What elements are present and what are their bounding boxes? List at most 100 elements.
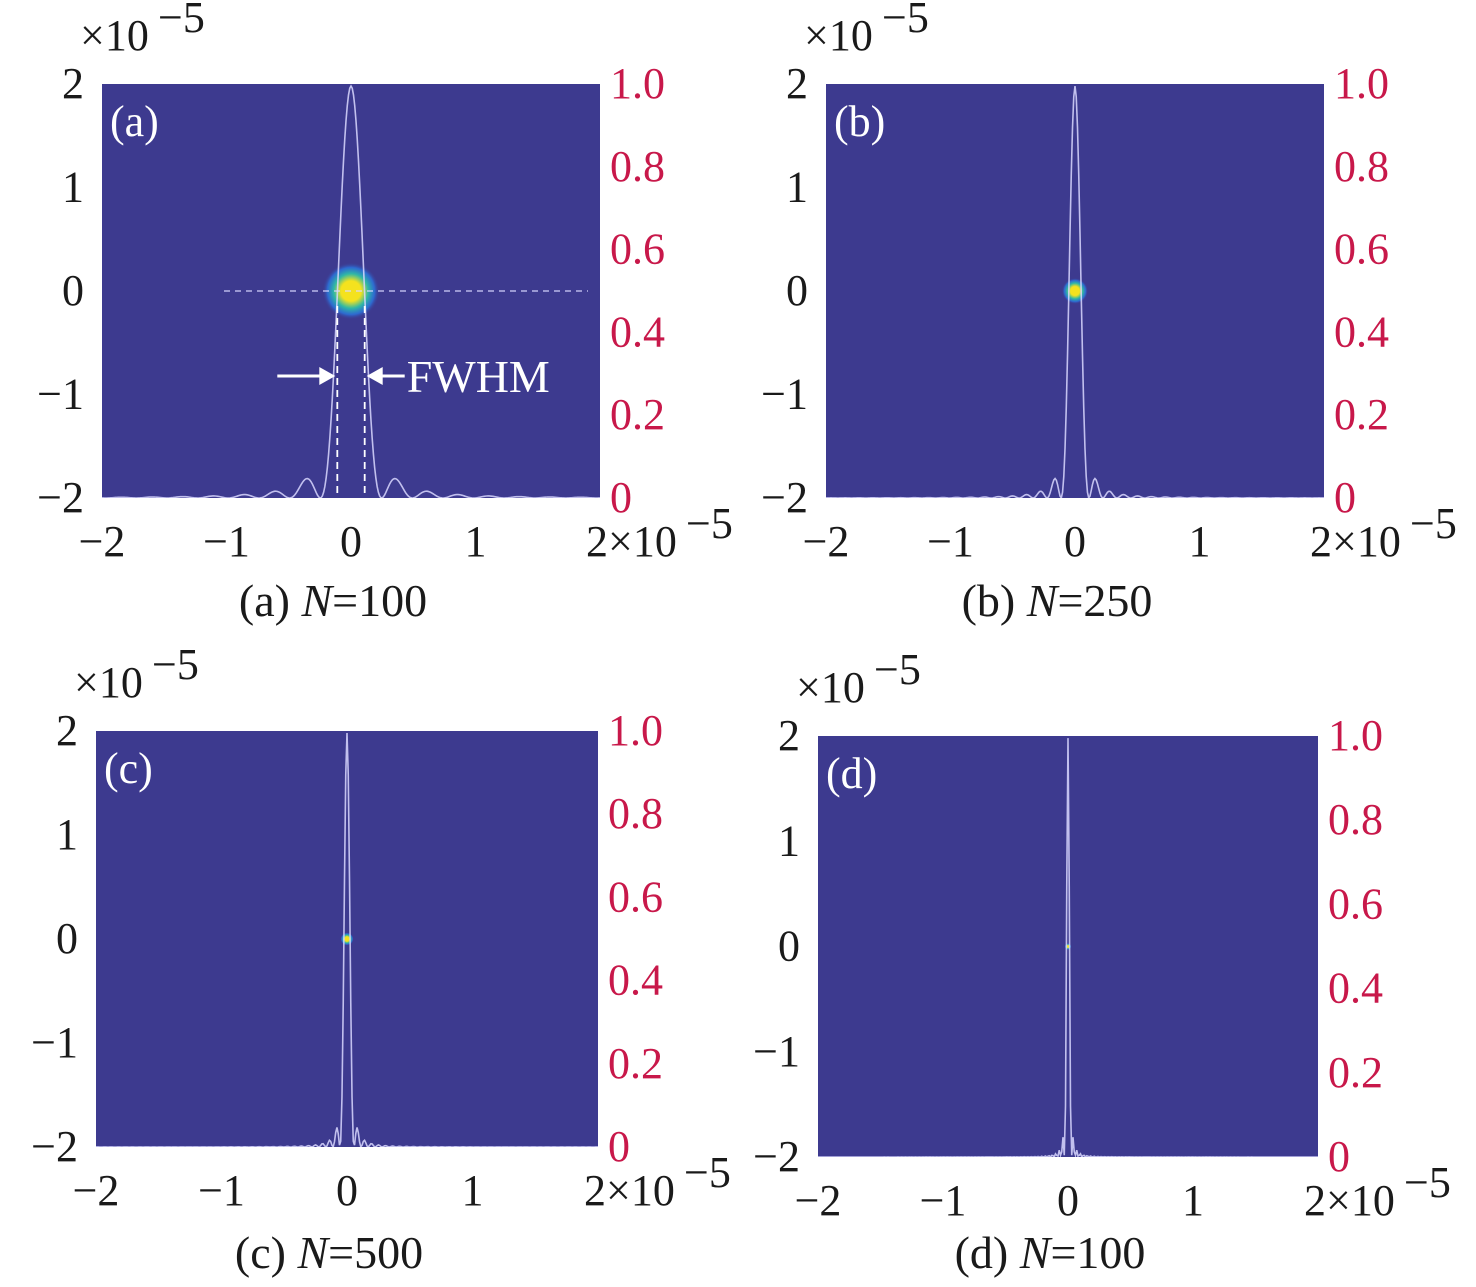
y-tick-label: −2 [37,473,84,522]
x-exponent-label: ×10 [606,1166,675,1215]
x-tick-label: 0 [336,1166,358,1215]
x-tick-label: −2 [803,517,850,566]
y-tick-label: 0 [62,266,84,315]
right-tick-label: 0 [610,473,632,522]
x-exponent-power: −5 [1404,1158,1451,1207]
x-tick-label: 1 [465,517,487,566]
x-tick-label: 0 [340,517,362,566]
y-tick-label: −1 [761,370,808,419]
y-tick-label: 2 [778,711,800,760]
intensity-profile [818,738,1318,1157]
y-exponent-label: ×10 [80,11,149,60]
x-tick-label: −1 [198,1166,245,1215]
x-tick-label: −2 [79,517,126,566]
y-tick-label: −2 [753,1132,800,1181]
right-tick-label: 0.4 [608,956,663,1005]
panel-caption: (a) N=100 [239,575,427,626]
y-tick-label: 0 [778,922,800,971]
x-tick-label: 1 [1189,517,1211,566]
y-exponent-label: ×10 [796,663,865,712]
x-tick-label: 2 [584,1166,606,1215]
right-tick-label: 0 [608,1122,630,1171]
y-tick-label: −2 [31,1122,78,1171]
x-exponent-power: −5 [684,1148,731,1197]
right-tick-label: 1.0 [1328,711,1383,760]
y-exponent-label: ×10 [804,11,873,60]
right-tick-label: 0.2 [1334,390,1389,439]
x-exponent-label: ×10 [1326,1176,1395,1225]
y-tick-label: 0 [786,266,808,315]
intensity-profile [826,85,1324,498]
right-tick-label: 0.2 [1328,1048,1383,1097]
y-tick-label: −1 [753,1027,800,1076]
right-tick-label: 0 [1328,1132,1350,1181]
intensity-profile [96,733,598,1147]
right-tick-label: 0.4 [1328,964,1383,1013]
x-exponent-label: ×10 [608,517,677,566]
x-tick-label: 2 [586,517,608,566]
panel-label: (a) [110,97,159,146]
panel-caption: (c) N=500 [235,1227,423,1278]
y-tick-label: −1 [37,370,84,419]
y-tick-label: 1 [62,163,84,212]
x-tick-label: −2 [73,1166,120,1215]
y-tick-label: 1 [778,816,800,865]
right-tick-label: 0.8 [1334,142,1389,191]
y-exponent-power: −5 [882,0,929,42]
x-tick-label: 0 [1057,1176,1079,1225]
y-tick-label: 1 [56,810,78,859]
panel-caption: (b) N=250 [962,575,1153,626]
x-tick-label: −1 [203,517,250,566]
x-tick-label: −1 [920,1176,967,1225]
y-exponent-power: −5 [158,0,205,42]
x-exponent-label: ×10 [1332,517,1401,566]
intensity-profile [102,84,600,498]
x-exponent-power: −5 [1410,499,1457,548]
right-tick-label: 0.8 [608,789,663,838]
y-exponent-power: −5 [874,645,921,694]
fwhm-label: FWHM [407,351,550,402]
right-tick-label: 0.2 [608,1039,663,1088]
x-tick-label: 1 [462,1166,484,1215]
right-tick-label: 0.6 [608,872,663,921]
x-tick-label: −1 [927,517,974,566]
y-tick-label: 2 [62,59,84,108]
right-tick-label: 1.0 [608,706,663,755]
y-exponent-label: ×10 [74,658,143,707]
x-exponent-power: −5 [686,499,733,548]
panel-label: (c) [104,744,153,793]
x-tick-label: 0 [1064,517,1086,566]
right-tick-label: 0.4 [1334,307,1389,356]
y-tick-label: 0 [56,914,78,963]
fwhm-arrow-left-head [319,367,336,385]
y-tick-label: −2 [761,473,808,522]
x-tick-label: 2 [1304,1176,1326,1225]
right-tick-label: 0 [1334,473,1356,522]
right-tick-label: 0.2 [610,390,665,439]
right-tick-label: 0.6 [610,225,665,274]
y-tick-label: 2 [56,706,78,755]
right-tick-label: 0.8 [610,142,665,191]
panel-label: (b) [834,97,885,146]
y-tick-label: 1 [786,163,808,212]
right-tick-label: 0.6 [1328,879,1383,928]
y-exponent-power: −5 [152,640,199,689]
right-tick-label: 0.8 [1328,795,1383,844]
focal-spot [1061,277,1089,305]
y-tick-label: 2 [786,59,808,108]
right-tick-label: 1.0 [610,59,665,108]
fwhm-arrow-right-head [366,367,383,385]
panel-caption: (d) N=100 [955,1227,1146,1278]
x-tick-label: 1 [1182,1176,1204,1225]
x-tick-label: −2 [795,1176,842,1225]
panel-label: (d) [826,749,877,798]
y-tick-label: −1 [31,1018,78,1067]
right-tick-label: 0.6 [1334,225,1389,274]
focal-spot [340,932,354,946]
right-tick-label: 0.4 [610,307,665,356]
x-tick-label: 2 [1310,517,1332,566]
